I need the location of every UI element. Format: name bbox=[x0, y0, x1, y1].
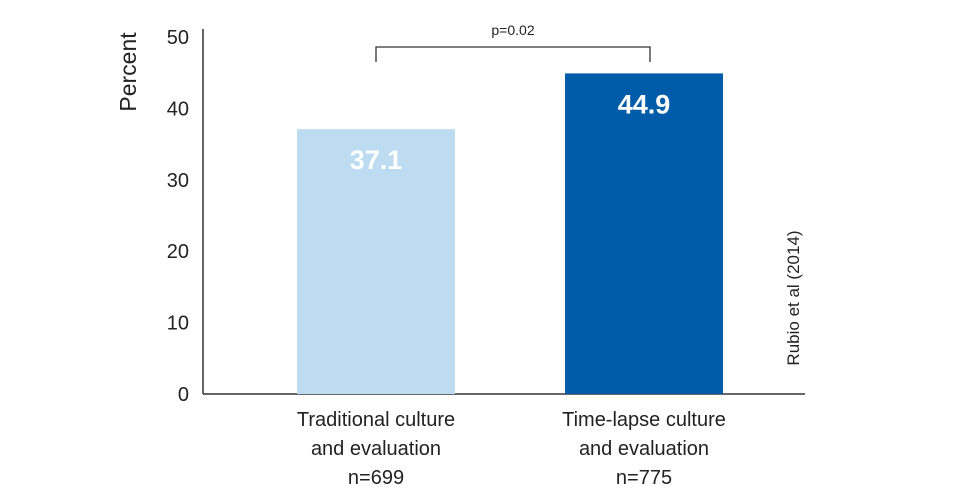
bar-value-label: 37.1 bbox=[350, 145, 403, 175]
category-label-line: n=775 bbox=[616, 467, 672, 489]
category-label-line: and evaluation bbox=[579, 438, 709, 460]
y-tick-label: 40 bbox=[167, 98, 189, 120]
category-label-line: n=699 bbox=[348, 467, 404, 489]
y-tick-label: 0 bbox=[178, 384, 189, 406]
bar bbox=[565, 73, 723, 394]
y-tick-label: 50 bbox=[167, 27, 189, 49]
bar-value-label: 44.9 bbox=[618, 89, 671, 119]
y-axis-title: Percent bbox=[115, 32, 141, 112]
significance-label: p=0.02 bbox=[491, 22, 534, 38]
y-tick-label: 10 bbox=[167, 313, 189, 335]
source-label: Rubio et al (2014) bbox=[784, 230, 803, 365]
category-label-line: Time-lapse culture bbox=[562, 409, 726, 431]
bar bbox=[297, 129, 455, 394]
category-label: Traditional culture and evaluation n=699 bbox=[297, 409, 455, 489]
category-label-line: and evaluation bbox=[311, 438, 441, 460]
significance-bracket bbox=[375, 46, 651, 62]
category-label-line: Traditional culture bbox=[297, 409, 455, 431]
y-tick-label: 20 bbox=[167, 241, 189, 263]
y-tick-label: 30 bbox=[167, 170, 189, 192]
category-label: Time-lapse culture and evaluation n=775 bbox=[562, 409, 726, 489]
